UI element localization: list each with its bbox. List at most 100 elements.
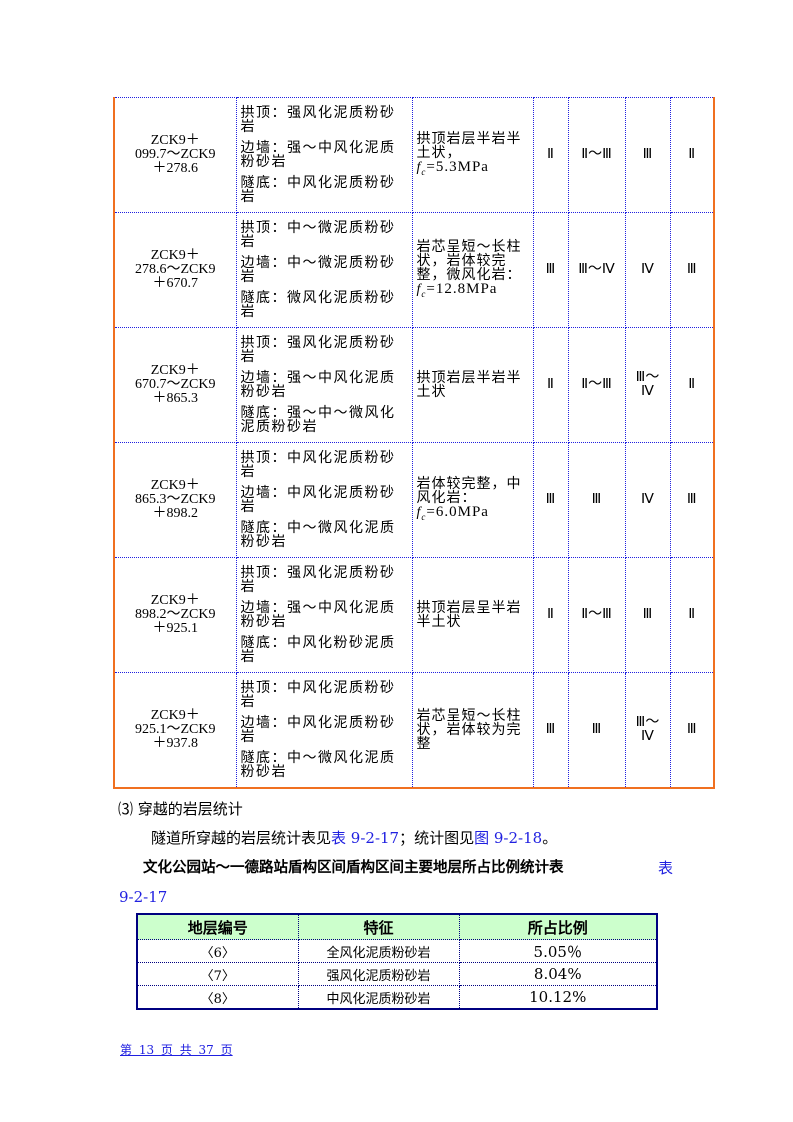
description-line: 拱顶：强风化泥质粉砂岩 [240,335,396,365]
table-ref-number[interactable]: 9-2-17 [119,888,168,906]
mileage-line: ZCK9＋ [150,593,200,608]
grade-cell: Ⅲ [532,442,569,558]
para-text: 。 [542,829,558,847]
mileage-cell: ZCK9＋ 670.7～ZCK9 ＋865.3 [113,327,237,443]
table-ref[interactable]: 表 [658,859,674,877]
page-footer[interactable]: 第 13 页 共 37 页 [120,1043,233,1057]
grade-cell: Ⅲ～Ⅳ [624,327,671,443]
section-paragraph: 隧道所穿越的岩层统计表见表 9-2-17；统计图见图 9-2-18。 [151,827,557,848]
description-cell: 拱顶：强风化泥质粉砂岩 边墙：强～中风化泥质粉砂岩 隧底：强～中～微风化泥质粉砂岩 [235,327,413,443]
mileage-line: ＋865.3 [152,391,199,406]
rock-condition-cell: 拱顶岩层半岩半土状， fc=5.3MPa [411,97,534,213]
para-text: 隧道所穿越的岩层统计表见 [151,829,332,847]
table-row: 〈8〉 中风化泥质粉砂岩 10.12% [136,985,658,1010]
table-link[interactable]: 表 9-2-17 [331,829,400,847]
header-ratio: 所占比例 [458,913,658,940]
grade-cell: Ⅳ [624,212,671,328]
description-line: 拱顶：中～微泥质粉砂岩 [240,220,396,250]
rock-condition: 拱顶岩层半岩半土状， [416,130,522,161]
grade-cell: Ⅲ [624,557,671,673]
description-line: 隧底：中～微风化泥质粉砂岩 [240,750,396,780]
mileage-cell: ZCK9＋ 099.7～ZCK9 ＋278.6 [113,97,237,213]
rock-condition-cell: 拱顶岩层半岩半土状 [411,327,534,443]
cell: 〈8〉 [136,985,299,1010]
grade-cell: Ⅱ [532,557,569,673]
grade-cell: Ⅱ [669,327,715,443]
fc-symbol: fc [416,504,427,522]
fc-value: =5.3MPa [426,158,489,175]
grade-cell: Ⅱ～Ⅲ [567,327,626,443]
cell: 8.04% [458,962,658,986]
mileage-line: 925.1～ZCK9 [135,722,216,737]
grade-cell: Ⅱ [532,327,569,443]
description-cell: 拱顶：中风化泥质粉砂岩 边墙：中风化泥质粉砂岩 隧底：中～微风化泥质粉砂岩 [235,442,413,558]
mileage-line: ＋278.6 [152,161,199,176]
rock-condition-cell: 拱顶岩层呈半岩半土状 [411,557,534,673]
description-cell: 拱顶：强风化泥质粉砂岩 边墙：强～中风化泥质粉砂岩 隧底：中风化泥质粉砂岩 [235,97,413,213]
description-line: 边墙：强～中风化泥质粉砂岩 [240,140,396,170]
rock-classification-table: ZCK9＋ 099.7～ZCK9 ＋278.6 拱顶：强风化泥质粉砂岩 边墙：强～中风化… [113,97,715,789]
fc-symbol: fc [416,281,427,299]
cell: 〈7〉 [136,962,299,986]
rock-condition: 岩体较完整，中风化岩： [416,475,522,506]
fc-symbol: fc [416,159,427,177]
grade-cell: Ⅱ～Ⅲ [567,97,626,213]
description-line: 拱顶：中风化泥质粉砂岩 [240,680,396,710]
mileage-line: 099.7～ZCK9 [135,147,216,162]
mileage-line: ZCK9＋ [150,248,200,263]
rock-condition: 拱顶岩层呈半岩半土状 [416,600,522,630]
mileage-cell: ZCK9＋ 898.2～ZCK9 ＋925.1 [113,557,237,673]
description-line: 隧底：强～中～微风化泥质粉砂岩 [240,405,396,435]
grade-cell: Ⅲ [567,442,626,558]
cell: 〈6〉 [136,939,299,963]
description-line: 拱顶：强风化泥质粉砂岩 [240,565,396,595]
grade-cell: Ⅳ [624,442,671,558]
table-row: ZCK9＋ 670.7～ZCK9 ＋865.3 拱顶：强风化泥质粉砂岩 边墙：强～中风化… [113,327,715,443]
grade-cell: Ⅲ～Ⅳ [567,212,626,328]
description-line: 隧底：中风化粉砂泥质岩 [240,635,396,665]
grade-cell: Ⅱ～Ⅲ [567,557,626,673]
stratum-ratio-table: 地层编号 特征 所占比例 〈6〉 全风化泥质粉砂岩 5.05％ 〈7〉 强风化泥质粉砂… [136,913,658,1010]
rock-condition-cell: 岩体较完整，中风化岩： fc=6.0MPa [411,442,534,558]
header-stratum-id: 地层编号 [136,913,299,940]
mileage-line: ZCK9＋ [150,133,200,148]
description-line: 边墙：强～中风化泥质粉砂岩 [240,370,396,400]
grade-cell: Ⅲ [669,672,715,789]
rock-condition: 岩芯呈短～长柱状，岩体较完整，微风化岩： [416,238,522,283]
mileage-line: ZCK9＋ [150,363,200,378]
mileage-line: ＋925.1 [152,621,199,636]
grade-cell: Ⅲ [669,212,715,328]
grade-cell: Ⅱ [669,97,715,213]
grade-cell: Ⅱ [532,97,569,213]
table-row: ZCK9＋ 278.6～ZCK9 ＋670.7 拱顶：中～微泥质粉砂岩 边墙：中～微泥质… [113,212,715,328]
grade-cell: Ⅲ～Ⅳ [624,672,671,789]
rock-condition: 岩芯呈短～长柱状，岩体较为完整 [416,708,522,752]
description-line: 边墙：中风化泥质粉砂岩 [240,485,396,515]
rock-condition: 拱顶岩层半岩半土状 [416,370,522,400]
mileage-line: ＋898.2 [152,506,199,521]
grade-cell: Ⅲ [532,212,569,328]
grade-cell: Ⅱ [669,557,715,673]
figure-link[interactable]: 图 9-2-18 [474,829,543,847]
grade-cell: Ⅲ [532,672,569,789]
mileage-cell: ZCK9＋ 865.3～ZCK9 ＋898.2 [113,442,237,558]
table-row: ZCK9＋ 865.3～ZCK9 ＋898.2 拱顶：中风化泥质粉砂岩 边墙：中风化泥质… [113,442,715,558]
grade-cell: Ⅲ [624,97,671,213]
description-line: 隧底：微风化泥质粉砂岩 [240,290,396,320]
mileage-line: ＋670.7 [152,276,199,291]
description-cell: 拱顶：中～微泥质粉砂岩 边墙：中～微泥质粉砂岩 隧底：微风化泥质粉砂岩 [235,212,413,328]
section-heading: ⑶ 穿越的岩层统计 [118,800,243,818]
description-line: 边墙：中风化泥质粉砂岩 [240,715,396,745]
cell: 5.05％ [458,939,658,963]
description-line: 边墙：中～微泥质粉砂岩 [240,255,396,285]
table-row: 〈6〉 全风化泥质粉砂岩 5.05％ [136,939,658,963]
description-line: 拱顶：中风化泥质粉砂岩 [240,450,396,480]
grade-cell: Ⅲ [567,672,626,789]
mileage-line: ZCK9＋ [150,478,200,493]
fc-value: =12.8MPa [426,280,498,297]
header-feature: 特征 [297,913,460,940]
fc-value: =6.0MPa [426,503,489,520]
para-text: ；统计图见 [399,829,475,847]
mileage-line: 865.3～ZCK9 [135,492,216,507]
